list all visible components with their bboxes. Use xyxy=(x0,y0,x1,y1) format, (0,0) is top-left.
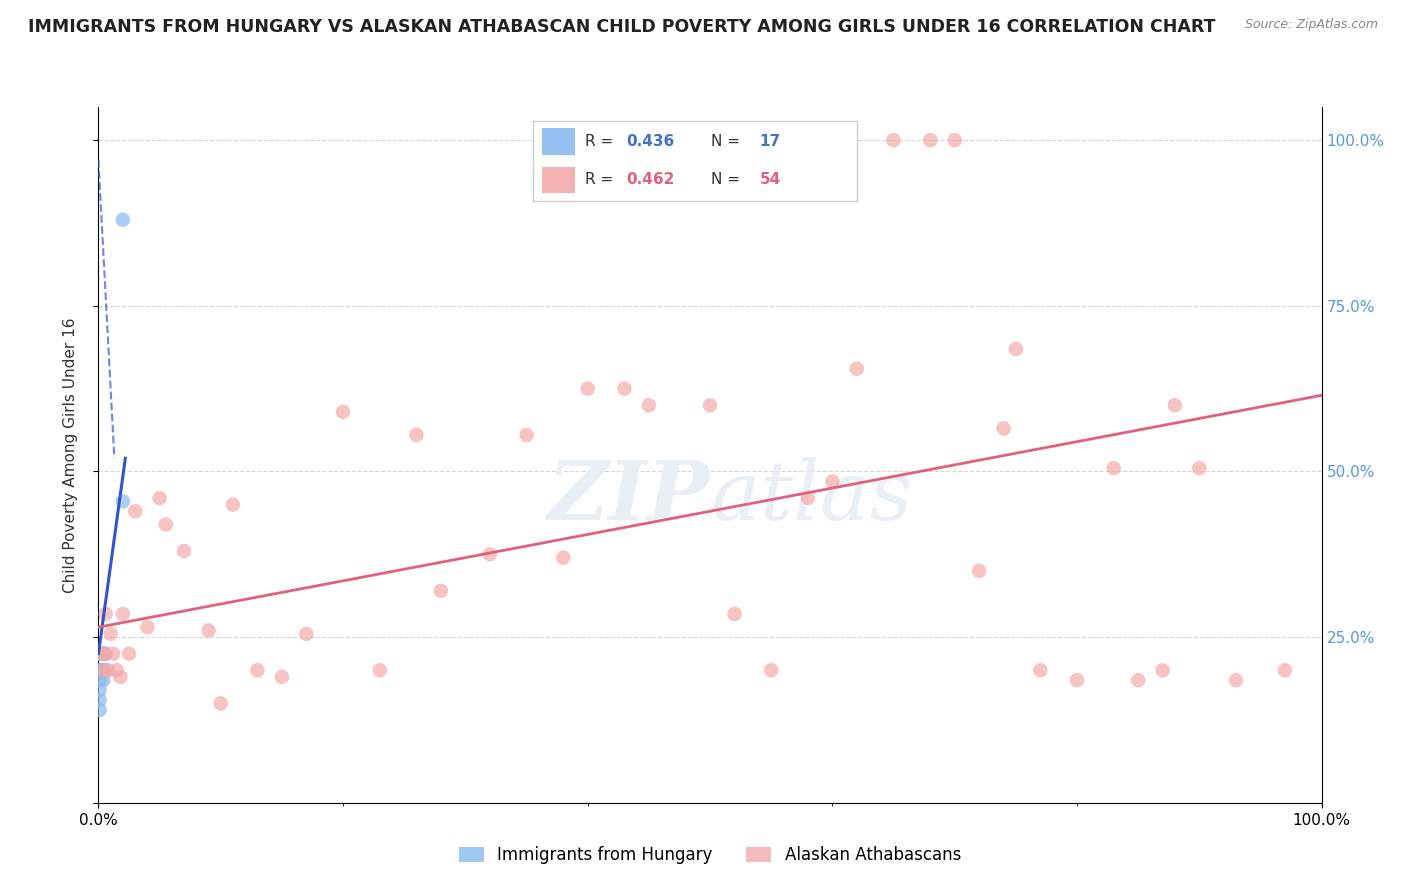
Point xyxy=(1164,398,1187,412)
Point xyxy=(222,498,245,512)
Point xyxy=(553,550,575,565)
Point xyxy=(94,647,117,661)
Point xyxy=(124,504,146,518)
Point xyxy=(111,494,134,508)
Point xyxy=(1102,461,1125,475)
Point xyxy=(91,647,114,661)
Point xyxy=(1274,663,1296,677)
Legend: Immigrants from Hungary, Alaskan Athabascans: Immigrants from Hungary, Alaskan Athabas… xyxy=(453,839,967,871)
Point xyxy=(173,544,195,558)
Point xyxy=(295,627,318,641)
Point xyxy=(1004,342,1026,356)
Text: atlas: atlas xyxy=(710,457,912,537)
Point xyxy=(209,697,232,711)
Point xyxy=(90,663,112,677)
Point xyxy=(105,663,128,677)
Point xyxy=(332,405,354,419)
Point xyxy=(93,647,115,661)
Text: IMMIGRANTS FROM HUNGARY VS ALASKAN ATHABASCAN CHILD POVERTY AMONG GIRLS UNDER 16: IMMIGRANTS FROM HUNGARY VS ALASKAN ATHAB… xyxy=(28,18,1216,36)
Point xyxy=(821,475,844,489)
Point xyxy=(93,647,115,661)
Point xyxy=(155,517,177,532)
Point xyxy=(97,663,120,677)
Point xyxy=(1188,461,1211,475)
Point xyxy=(89,693,111,707)
Y-axis label: Child Poverty Among Girls Under 16: Child Poverty Among Girls Under 16 xyxy=(63,318,77,592)
Point xyxy=(270,670,294,684)
Point xyxy=(943,133,966,147)
Point xyxy=(797,491,820,505)
Point xyxy=(1029,663,1052,677)
Point xyxy=(96,663,118,677)
Point xyxy=(515,428,537,442)
Point xyxy=(91,673,114,688)
Point xyxy=(90,647,112,661)
Point xyxy=(89,647,111,661)
Point xyxy=(111,212,134,227)
Point xyxy=(90,647,112,661)
Point xyxy=(1066,673,1088,688)
Point xyxy=(993,421,1015,435)
Point xyxy=(89,683,111,698)
Text: ZIP: ZIP xyxy=(547,457,710,537)
Point xyxy=(246,663,269,677)
Point xyxy=(1128,673,1150,688)
Point xyxy=(91,663,114,677)
Point xyxy=(89,703,111,717)
Point xyxy=(1152,663,1174,677)
Point xyxy=(967,564,990,578)
Point xyxy=(93,663,115,677)
Text: Source: ZipAtlas.com: Source: ZipAtlas.com xyxy=(1244,18,1378,31)
Point xyxy=(118,647,141,661)
Point xyxy=(136,620,159,634)
Point xyxy=(89,673,111,688)
Point xyxy=(576,382,599,396)
Point xyxy=(1225,673,1247,688)
Point xyxy=(478,547,501,561)
Point xyxy=(920,133,942,147)
Point xyxy=(638,398,661,412)
Point xyxy=(100,627,122,641)
Point xyxy=(91,663,114,677)
Point xyxy=(89,663,111,677)
Point xyxy=(845,361,868,376)
Point xyxy=(761,663,783,677)
Point xyxy=(883,133,905,147)
Point xyxy=(91,647,114,661)
Point xyxy=(405,428,427,442)
Point xyxy=(197,624,219,638)
Point xyxy=(699,398,721,412)
Point xyxy=(110,670,132,684)
Point xyxy=(111,607,134,621)
Point xyxy=(723,607,745,621)
Point xyxy=(149,491,172,505)
Point xyxy=(368,663,391,677)
Point xyxy=(101,647,124,661)
Point xyxy=(94,607,117,621)
Point xyxy=(430,583,453,598)
Point xyxy=(613,382,636,396)
